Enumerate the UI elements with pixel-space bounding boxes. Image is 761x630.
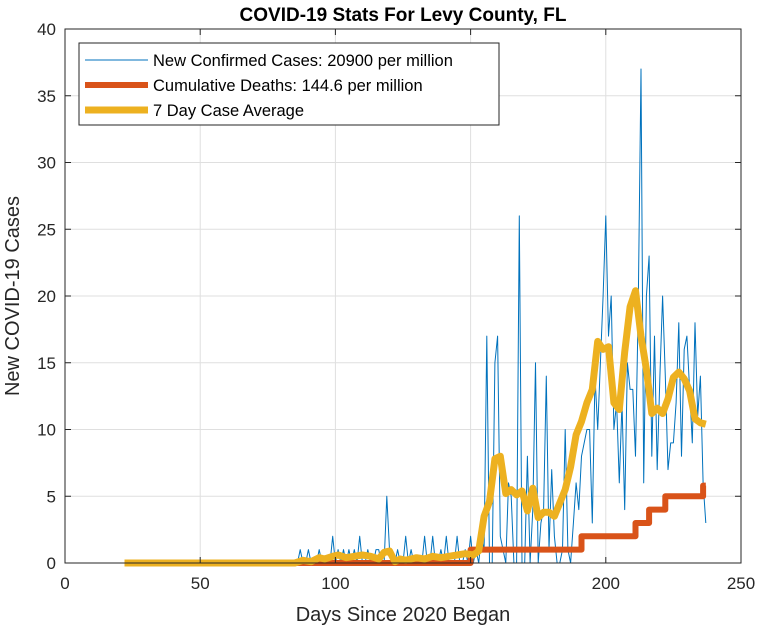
legend: New Confirmed Cases: 20900 per million Cu… xyxy=(78,42,500,126)
x-axis-label: Days Since 2020 Began xyxy=(296,604,511,626)
y-tick-label: 15 xyxy=(37,354,56,373)
x-tick-label: 150 xyxy=(456,574,484,593)
x-tick-label: 50 xyxy=(191,574,210,593)
x-tick-label: 0 xyxy=(60,574,69,593)
y-axis-label: New COVID-19 Cases xyxy=(2,196,24,396)
y-tick-label: 10 xyxy=(37,421,56,440)
legend-box xyxy=(78,42,500,126)
series-layer xyxy=(124,68,707,567)
legend-entry-3: 7 Day Case Average xyxy=(153,102,304,120)
y-tick-label: 30 xyxy=(37,154,56,173)
y-tick-label: 20 xyxy=(37,287,56,306)
chart-title: COVID-19 Stats For Levy County, FL xyxy=(240,5,567,26)
legend-entry-2: Cumulative Deaths: 144.6 per million xyxy=(153,77,423,95)
series-line-1 xyxy=(124,68,707,564)
y-tick-label: 35 xyxy=(37,87,56,106)
y-tick-label: 5 xyxy=(47,487,56,506)
legend-entry-1: New Confirmed Cases: 20900 per million xyxy=(153,52,453,70)
x-tick-label: 100 xyxy=(321,574,349,593)
x-tick-label: 200 xyxy=(592,574,620,593)
y-tick-label: 40 xyxy=(37,20,56,39)
axis-ticks: 0 50 100 150 200 250 0 5 10 15 20 25 30 35 40 xyxy=(37,20,755,593)
x-tick-label: 250 xyxy=(727,574,755,593)
series-line-3 xyxy=(124,287,707,567)
y-tick-label: 0 xyxy=(47,554,56,573)
y-tick-label: 25 xyxy=(37,220,56,239)
series-line-2 xyxy=(124,482,707,566)
